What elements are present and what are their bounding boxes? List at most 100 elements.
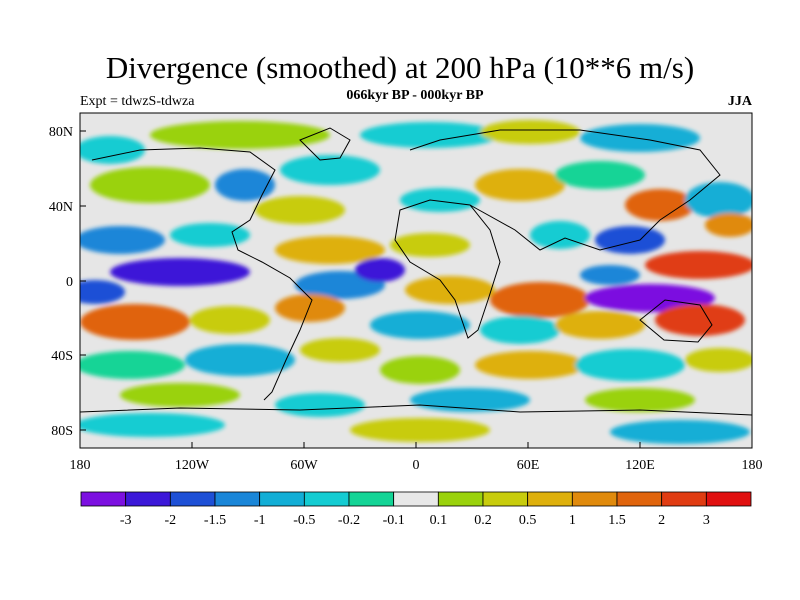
field-blob: [480, 316, 560, 344]
field-blob: [625, 189, 695, 221]
y-tick-label: 40N: [49, 200, 73, 215]
antarctica-coast: [80, 404, 752, 416]
field-blob: [350, 418, 490, 442]
map-subtitle: 066kyr BP - 000kyr BP: [346, 88, 484, 103]
colorbar-label: -3: [120, 513, 132, 528]
field-blob: [170, 223, 250, 247]
field-blob: [275, 236, 385, 264]
colorbar-swatch: [303, 491, 350, 507]
x-tick-label: 0: [413, 458, 420, 473]
colorbar-swatch: [437, 491, 484, 507]
x-tick-label: 60E: [517, 458, 540, 473]
colorbar-swatch: [571, 491, 618, 507]
colorbar-label: -2: [164, 513, 176, 528]
colorbar-label: -0.2: [338, 513, 360, 528]
colorbar-label: 0.1: [430, 513, 448, 528]
colorbar-swatch: [661, 491, 707, 507]
colorbar-swatch: [259, 491, 305, 507]
field-blob: [405, 276, 495, 304]
field-blob: [475, 169, 565, 201]
colorbar-label: 1: [569, 513, 576, 528]
field-blob: [90, 167, 210, 203]
field-blob: [685, 182, 752, 218]
field-blob: [280, 155, 380, 185]
colorbar-label: 2: [658, 513, 665, 528]
eurasia-coast: [409, 129, 721, 251]
colorbar-label: -0.1: [383, 513, 405, 528]
field-blob: [370, 311, 470, 339]
greenland-coast: [299, 127, 351, 161]
colorbar-swatch: [348, 491, 395, 507]
field-blob: [80, 226, 165, 254]
coastlines: [80, 127, 752, 416]
colorbar-swatch: [80, 491, 127, 507]
x-tick-label: 60W: [290, 458, 318, 473]
y-tick-label: 40S: [51, 349, 73, 364]
colorbar-label: -1.5: [204, 513, 226, 528]
field-blob: [585, 388, 695, 412]
field-blob: [80, 304, 190, 340]
x-axis: 180 120W 60W 0 60E 120E 180: [70, 442, 763, 473]
americas-coast: [91, 147, 313, 401]
field-blob: [480, 120, 580, 144]
divergence-field: [80, 113, 752, 448]
australia-coast: [639, 299, 713, 343]
season-label: JJA: [727, 94, 752, 109]
colorbar-swatch: [482, 491, 529, 507]
x-tick-label: 180: [70, 458, 91, 473]
map-title: Divergence (smoothed) at 200 hPa (10**6 …: [105, 50, 695, 85]
field-blob: [685, 348, 752, 372]
field-blob: [585, 284, 715, 312]
colorbar-swatch: [214, 491, 261, 507]
colorbar-label: -0.5: [293, 513, 315, 528]
colorbar-label: -1: [254, 513, 266, 528]
field-blob: [80, 280, 125, 304]
field-blob: [400, 188, 480, 212]
field-blob: [575, 349, 685, 381]
colorbar-swatch: [705, 491, 752, 507]
colorbar-swatch: [616, 491, 663, 507]
field-blob: [80, 413, 225, 437]
y-axis: 80N 40N 0 40S 80S: [49, 125, 86, 439]
field-blob: [530, 221, 590, 249]
field-blob: [185, 344, 295, 376]
field-blob: [300, 338, 380, 362]
colorbar-label: 0.2: [474, 513, 492, 528]
field-blob: [120, 383, 240, 407]
field-blob: [110, 258, 250, 286]
field-blob: [610, 420, 750, 444]
field-blob: [490, 282, 590, 318]
y-tick-label: 0: [66, 275, 73, 290]
colorbar: -3 -2 -1.5 -1 -0.5 -0.2 -0.1 0.1 0.2 0.5 1 1.5 2 3: [80, 491, 752, 528]
field-blob: [655, 304, 745, 336]
colorbar-label: 0.5: [519, 513, 537, 528]
field-blob: [275, 294, 345, 322]
x-tick-label: 120E: [625, 458, 655, 473]
y-tick-label: 80N: [49, 125, 73, 140]
x-tick-label: 120W: [175, 458, 210, 473]
field-blob: [390, 233, 470, 257]
field-blob: [580, 124, 700, 152]
colorbar-label: 1.5: [608, 513, 626, 528]
colorbar-swatch: [169, 491, 216, 507]
field-blob: [355, 258, 405, 282]
field-blob: [275, 393, 365, 417]
field-blob: [255, 196, 345, 224]
y-tick-label: 80S: [51, 424, 73, 439]
field-blob: [80, 351, 185, 379]
field-blob: [580, 265, 640, 285]
x-tick-label: 180: [742, 458, 763, 473]
field-blob: [595, 226, 665, 254]
field-blob: [705, 213, 752, 237]
field-blob: [360, 122, 500, 148]
field-blob: [150, 121, 330, 149]
colorbar-swatch: [393, 491, 439, 507]
field-blob: [190, 306, 270, 334]
field-blob: [645, 251, 752, 279]
colorbar-swatch: [125, 491, 171, 507]
field-blob: [80, 136, 145, 164]
colorbar-label: 3: [703, 513, 710, 528]
field-blob: [380, 356, 460, 384]
field-blob: [215, 169, 275, 201]
